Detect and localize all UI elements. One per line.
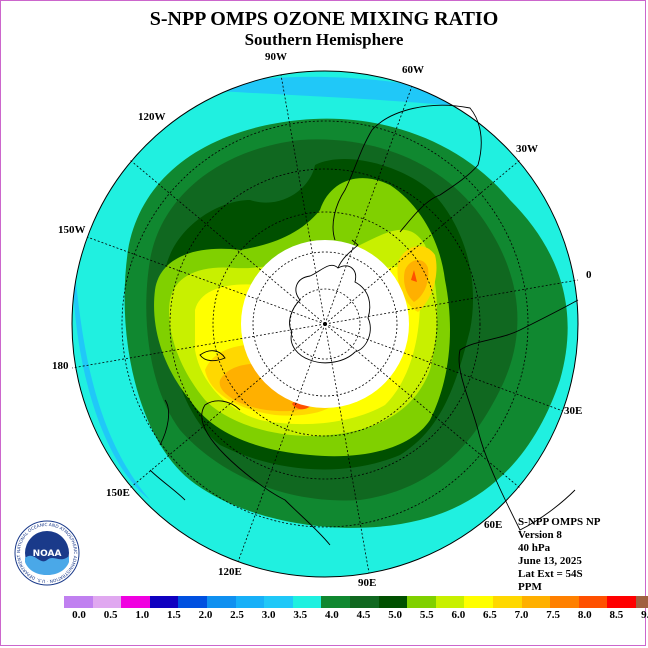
colorbar-swatch bbox=[435, 596, 465, 608]
south-pole-marker bbox=[323, 322, 327, 326]
coastlines bbox=[149, 104, 579, 546]
colorbar-tick-label: 5.0 bbox=[388, 609, 402, 621]
colorbar-tick-label: 4.0 bbox=[325, 609, 339, 621]
lon-label-90e: 90E bbox=[358, 577, 376, 589]
lon-label-150w: 150W bbox=[58, 224, 86, 236]
lon-label-90w: 90W bbox=[265, 51, 287, 63]
colorbar-swatch bbox=[121, 596, 150, 608]
colorbar-swatch bbox=[92, 596, 122, 608]
colorbar bbox=[64, 596, 648, 608]
colorbar-swatch bbox=[521, 596, 551, 608]
info-units: PPM bbox=[518, 581, 542, 593]
colorbar-tick-label: 7.0 bbox=[514, 609, 529, 621]
ross-island-outline bbox=[199, 350, 226, 362]
lon-label-30w: 30W bbox=[516, 143, 538, 155]
new-zealand-coast bbox=[149, 399, 186, 501]
south-america-coast bbox=[332, 104, 482, 241]
colorbar-tick-label: 4.5 bbox=[356, 609, 371, 621]
colorbar-swatch bbox=[206, 596, 236, 608]
lon-label-180: 180 bbox=[52, 360, 69, 372]
lon-label-150e: 150E bbox=[106, 487, 130, 499]
colorbar-swatch bbox=[178, 596, 207, 608]
colorbar-tick-label: 6.5 bbox=[483, 609, 497, 621]
colorbar-swatch bbox=[292, 596, 322, 608]
colorbar-swatch bbox=[349, 596, 379, 608]
colorbar-swatch bbox=[378, 596, 408, 608]
colorbar-tick-label: 0.0 bbox=[72, 609, 86, 621]
colorbar-tick-label: 3.0 bbox=[261, 609, 276, 621]
antarctica-coast bbox=[289, 264, 371, 364]
colorbar-swatch bbox=[407, 596, 436, 608]
antarctic-peninsula bbox=[337, 239, 359, 269]
colorbar-swatch bbox=[149, 596, 179, 608]
colorbar-swatch bbox=[578, 596, 608, 608]
info-panel: S-NPP OMPS NP Version 8 40 hPa June 13, … bbox=[518, 516, 601, 594]
colorbar-swatch bbox=[492, 596, 522, 608]
colorbar-tick-label: 2.0 bbox=[198, 609, 213, 621]
map-subtitle: Southern Hemisphere bbox=[244, 30, 404, 49]
band-3-0-north bbox=[200, 76, 490, 110]
australia-coast bbox=[201, 400, 331, 546]
colorbar-tick-label: 5.5 bbox=[419, 609, 434, 621]
colorbar-tick-label: 3.5 bbox=[293, 609, 308, 621]
colorbar-tick-label: 8.0 bbox=[577, 609, 592, 621]
colorbar-tick-label: 9.0 bbox=[641, 609, 648, 621]
info-version: Version 8 bbox=[518, 529, 562, 541]
colorbar-tick-label: 6.0 bbox=[451, 609, 466, 621]
ozone-field bbox=[72, 71, 578, 577]
map-boundary bbox=[71, 70, 579, 578]
colorbar-tick-label: 7.5 bbox=[546, 609, 561, 621]
info-instrument: S-NPP OMPS NP bbox=[518, 516, 601, 528]
lon-label-120w: 120W bbox=[138, 111, 166, 123]
colorbar-tick-label: 8.5 bbox=[609, 609, 624, 621]
africa-coast bbox=[458, 299, 579, 531]
colorbar-tick-label: 0.5 bbox=[103, 609, 118, 621]
map-title: S-NPP OMPS OZONE MIXING RATIO bbox=[149, 8, 499, 30]
band-3-0-west bbox=[72, 240, 150, 500]
info-lat-extent: Lat Ext = 54S bbox=[518, 568, 583, 580]
info-date: June 13, 2025 bbox=[518, 555, 582, 567]
band-8-0-east bbox=[411, 270, 417, 282]
noaa-logo-text: NOAA bbox=[33, 549, 62, 559]
colorbar-tick-label: 1.0 bbox=[135, 609, 150, 621]
colorbar-swatch bbox=[64, 596, 93, 608]
colorbar-tick-label: 1.5 bbox=[166, 609, 181, 621]
noaa-logo: NATIONAL OCEANIC AND ATMOSPHERIC ADMINIS… bbox=[14, 520, 80, 586]
colorbar-swatch bbox=[635, 596, 648, 608]
colorbar-swatch bbox=[321, 596, 350, 608]
lon-label-0: 0 bbox=[586, 269, 592, 281]
colorbar-swatch bbox=[235, 596, 265, 608]
colorbar-tick-label: 2.5 bbox=[230, 609, 244, 621]
colorbar-ticks: 0.0 0.5 1.0 1.5 2.0 2.5 3.0 3.5 4.0 4.5 5.0 5.5 6.0 6… bbox=[50, 609, 648, 623]
lon-label-120e: 120E bbox=[218, 566, 242, 578]
colorbar-swatch bbox=[264, 596, 293, 608]
colorbar-swatch bbox=[607, 596, 636, 608]
info-pressure-level: 40 hPa bbox=[518, 542, 551, 554]
colorbar-swatch bbox=[550, 596, 579, 608]
colorbar-swatch bbox=[464, 596, 493, 608]
lon-label-30e: 30E bbox=[564, 405, 582, 417]
lon-label-60w: 60W bbox=[402, 64, 424, 76]
lon-label-60e: 60E bbox=[484, 519, 502, 531]
